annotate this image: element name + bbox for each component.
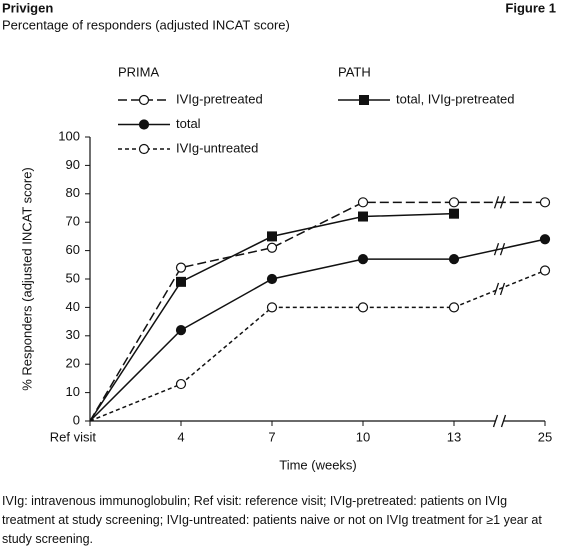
legend-label: IVIg-untreated bbox=[176, 140, 258, 155]
y-tick-label: 50 bbox=[66, 270, 80, 285]
figure-label: Figure 1 bbox=[505, 0, 556, 15]
series-line bbox=[89, 201, 545, 422]
y-tick-label: 20 bbox=[66, 356, 80, 371]
legend-marker bbox=[138, 119, 150, 130]
marker bbox=[449, 208, 459, 219]
line-break bbox=[493, 196, 500, 209]
x-tick-label: 13 bbox=[447, 429, 461, 444]
axis-break bbox=[500, 414, 507, 428]
legend-label: total bbox=[176, 116, 201, 131]
y-tick-label: 70 bbox=[66, 214, 80, 229]
legend-label: IVIg-pretreated bbox=[176, 91, 263, 106]
chart: Privigen Figure 1 Percentage of responde… bbox=[2, 0, 556, 472]
legend-label: total, IVIg-pretreated bbox=[396, 91, 515, 106]
chart-title: Privigen bbox=[2, 0, 53, 15]
y-tick-label: 100 bbox=[58, 128, 80, 143]
y-tick-label: 10 bbox=[66, 384, 80, 399]
x-tick-label: Ref visit bbox=[50, 429, 97, 444]
legend-header: PATH bbox=[338, 64, 371, 79]
marker bbox=[357, 254, 369, 265]
series-line bbox=[89, 269, 546, 422]
marker bbox=[266, 302, 278, 313]
series-line bbox=[89, 238, 546, 422]
marker bbox=[175, 325, 187, 336]
marker bbox=[267, 231, 277, 242]
marker bbox=[266, 273, 278, 285]
y-tick-label: 80 bbox=[66, 185, 80, 200]
line-break bbox=[493, 242, 500, 256]
line-break bbox=[499, 196, 506, 209]
marker bbox=[448, 254, 460, 265]
y-axis-label: % Responders (adjusted INCAT score) bbox=[19, 167, 34, 391]
y-tick-label: 60 bbox=[66, 242, 80, 257]
y-tick-label: 0 bbox=[73, 412, 80, 427]
marker bbox=[358, 211, 368, 222]
legend-marker bbox=[138, 143, 150, 155]
marker bbox=[175, 262, 187, 273]
x-tick-label: 4 bbox=[177, 429, 184, 444]
x-tick-label: 7 bbox=[268, 429, 275, 444]
legend-header: PRIMA bbox=[118, 64, 160, 79]
line-break bbox=[493, 282, 500, 296]
chart-subtitle: Percentage of responders (adjusted INCAT… bbox=[2, 17, 290, 32]
marker bbox=[539, 197, 551, 208]
line-break bbox=[499, 242, 506, 256]
x-tick-label: 25 bbox=[538, 429, 552, 444]
y-tick-label: 40 bbox=[66, 299, 80, 314]
x-axis-label: Time (weeks) bbox=[279, 457, 357, 472]
marker bbox=[175, 378, 187, 390]
marker bbox=[357, 302, 369, 313]
y-tick-label: 90 bbox=[66, 157, 80, 172]
marker bbox=[448, 197, 460, 208]
axis-break bbox=[492, 414, 499, 428]
marker bbox=[448, 302, 460, 313]
marker bbox=[176, 276, 186, 287]
footnote: IVIg: intravenous immunoglobulin; Ref vi… bbox=[2, 494, 542, 546]
y-tick-label: 30 bbox=[66, 327, 80, 342]
marker bbox=[539, 265, 551, 276]
marker bbox=[357, 197, 369, 208]
marker bbox=[266, 242, 278, 253]
legend-marker bbox=[138, 94, 150, 106]
marker bbox=[539, 234, 551, 245]
x-tick-label: 10 bbox=[356, 429, 370, 444]
line-break bbox=[499, 282, 506, 296]
legend-marker bbox=[359, 95, 369, 105]
